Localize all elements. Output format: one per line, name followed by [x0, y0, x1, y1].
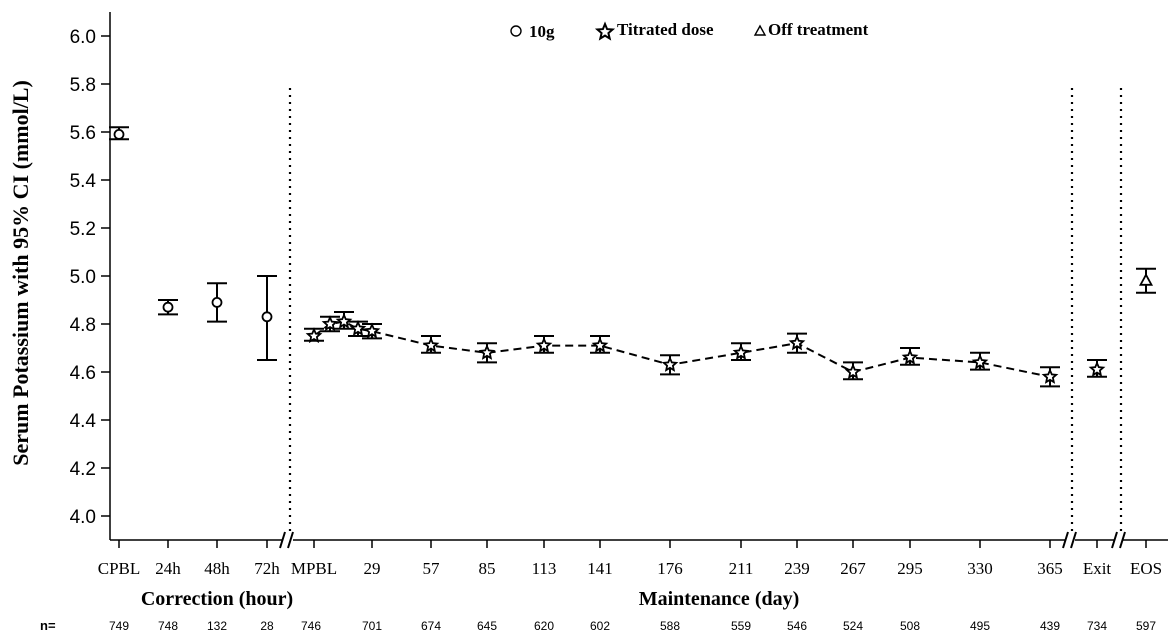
x-tick-label-295: 295	[897, 559, 923, 578]
x-tick-label-85: 85	[479, 559, 496, 578]
x-tick-label-141: 141	[587, 559, 613, 578]
x-tick-label-113: 113	[532, 559, 557, 578]
x-tick-label-330: 330	[967, 559, 993, 578]
section-dividers	[288, 88, 1123, 534]
y-tick-label: 4.0	[70, 507, 96, 528]
legend-triangle-marker	[753, 24, 767, 36]
marker-titrated-dose-141	[591, 336, 609, 353]
y-tick-label: 4.8	[70, 315, 96, 336]
series-lines	[313, 320, 1051, 378]
x-tick-label-29: 29	[364, 559, 381, 578]
marker-titrated-dose-239	[788, 334, 806, 351]
y-axis-ticks: 4.0 4.2 4.4 4.6 4.8 5.0 5.2 5.4 5.6 5.8 6.0	[70, 27, 110, 528]
n-value-113: 620	[534, 619, 554, 633]
x-tick-label-24h: 24h	[155, 559, 181, 578]
y-tick-label: 6.0	[70, 27, 96, 48]
n-value-57: 674	[421, 619, 441, 633]
x-tick-label-72h: 72h	[254, 559, 280, 578]
axes	[109, 12, 1168, 549]
sample-size-row: 749 748 132 28 746 701 674 645 620 602 588 559 546 52…	[109, 619, 1156, 633]
x-tick-label-cpbl: CPBL	[98, 559, 141, 578]
marker-titrated-dose-113	[535, 336, 553, 353]
x-tick-label-267: 267	[840, 559, 866, 578]
x-tick-label-mpbl: MPBL	[291, 559, 337, 578]
legend: 10g Titrated dose Off treatment	[510, 20, 869, 41]
legend-label-off-treatment: Off treatment	[768, 20, 869, 39]
y-axis-label: Serum Potassium with 95% CI (mmol/L)	[8, 80, 33, 466]
y-tick-label: 5.8	[70, 75, 96, 96]
n-value-mpbl: 746	[301, 619, 321, 633]
marker-titrated-dose-4	[349, 320, 367, 336]
n-value-cpbl: 749	[109, 619, 129, 633]
n-value-365: 439	[1040, 619, 1060, 633]
axis-break-correction	[279, 531, 294, 549]
y-tick-label: 4.2	[70, 459, 96, 480]
marker-10g-24h	[162, 301, 174, 313]
legend-star-marker	[594, 21, 616, 41]
series-line-titrated-dose	[313, 320, 1051, 378]
n-value-85: 645	[477, 619, 497, 633]
marker-titrated-dose-85	[478, 344, 496, 360]
n-row-label: n=	[40, 618, 56, 633]
n-value-239: 546	[787, 619, 807, 633]
x-tick-label-176: 176	[657, 559, 683, 578]
x-tick-label-57: 57	[423, 559, 441, 578]
x-axis-ticks: CPBL 24h 48h 72h MPBL 29 57 85 113 141 176 211 239 26…	[98, 540, 1162, 578]
marker-titrated-dose-3	[335, 312, 353, 329]
x-tick-label-239: 239	[784, 559, 810, 578]
n-value-141: 602	[590, 619, 610, 633]
marker-10g-cpbl	[113, 128, 125, 140]
x-tick-label-365: 365	[1037, 559, 1063, 578]
marker-titrated-dose-267	[844, 363, 862, 380]
n-value-330: 495	[970, 619, 990, 633]
n-value-24h: 748	[158, 619, 178, 633]
y-tick-label: 5.2	[70, 219, 96, 240]
n-value-211: 559	[731, 619, 751, 633]
marker-titrated-dose-176	[661, 356, 679, 372]
x-group-label-correction: Correction (hour)	[141, 588, 293, 610]
n-value-72h: 28	[260, 619, 274, 633]
x-tick-label-211: 211	[729, 559, 754, 578]
n-value-eos: 597	[1136, 619, 1156, 633]
y-tick-label: 4.6	[70, 363, 96, 384]
x-group-label-maintenance: Maintenance (day)	[639, 588, 800, 610]
x-tick-label-exit: Exit	[1083, 559, 1112, 578]
y-tick-label: 5.0	[70, 267, 96, 288]
marker-titrated-dose-mpbl	[305, 327, 323, 344]
legend-circle-marker	[510, 25, 522, 37]
axis-break-maintenance	[1062, 531, 1077, 549]
n-value-29: 701	[362, 619, 382, 633]
marker-titrated-dose-365	[1041, 368, 1059, 384]
data-markers	[113, 128, 1154, 384]
y-tick-label: 5.6	[70, 123, 96, 144]
x-tick-label-eos: EOS	[1130, 559, 1162, 578]
marker-titrated-dose-57	[422, 336, 440, 353]
legend-label-titrated: Titrated dose	[617, 20, 714, 39]
legend-label-10g: 10g	[529, 22, 555, 41]
marker-10g-48h	[211, 296, 223, 308]
marker-titrated-dose-2	[321, 315, 339, 332]
marker-off-treatment-eos	[1138, 272, 1154, 286]
n-value-48h: 132	[207, 619, 227, 633]
marker-titrated-dose-211	[732, 344, 750, 360]
n-value-176: 588	[660, 619, 680, 633]
n-value-295: 508	[900, 619, 920, 633]
marker-titrated-dose-29	[363, 322, 381, 339]
n-value-exit: 734	[1087, 619, 1107, 633]
y-tick-label: 4.4	[70, 411, 97, 432]
marker-10g-72h	[261, 311, 273, 323]
marker-titrated-dose-exit	[1088, 360, 1106, 377]
x-tick-label-48h: 48h	[204, 559, 230, 578]
marker-titrated-dose-295	[901, 348, 919, 365]
axis-break-exit	[1111, 531, 1126, 549]
n-value-267: 524	[843, 619, 863, 633]
y-tick-label: 5.4	[70, 171, 97, 192]
marker-titrated-dose-330	[971, 353, 989, 370]
error-bars	[109, 126, 1156, 388]
